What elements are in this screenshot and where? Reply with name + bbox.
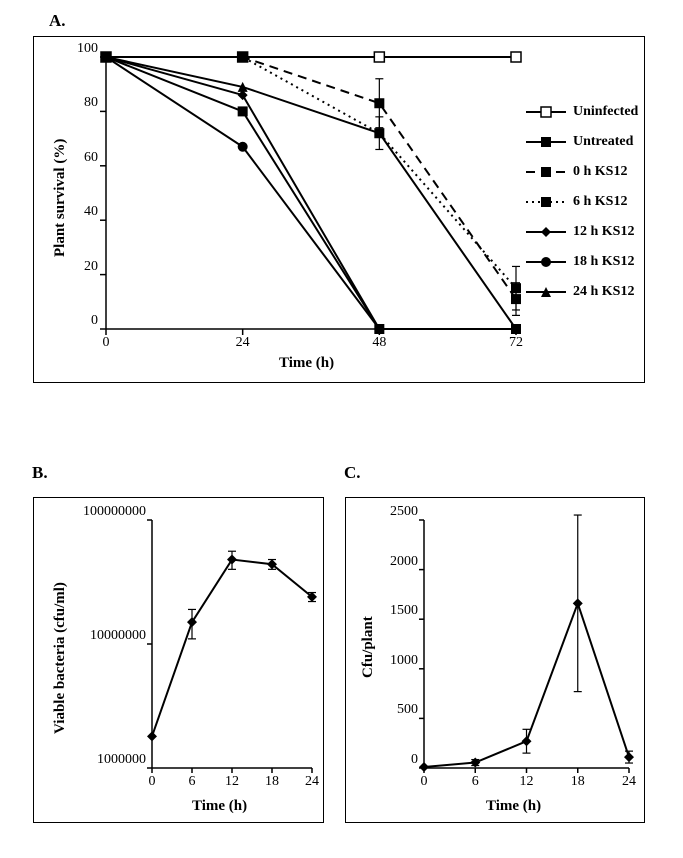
tick-label: 18 (265, 774, 279, 790)
panel-a-legend: Uninfected Untreated 0 h KS12 6 h KS12 12 h … (524, 97, 638, 307)
panel-c-ylabel: Cfu/plant (360, 616, 377, 678)
legend-label: 6 h KS12 (573, 194, 627, 210)
tick-label: 100 (66, 41, 98, 57)
tick-label: 2000 (376, 554, 418, 570)
tick-label: 1500 (376, 603, 418, 619)
tick-label: 60 (66, 150, 98, 166)
tick-label: 12 (520, 774, 534, 790)
tick-label: 1000000 (60, 752, 146, 768)
tick-label: 24 (305, 774, 319, 790)
tick-label: 1000 (376, 653, 418, 669)
legend-item: 0 h KS12 (524, 157, 638, 187)
legend-label: 12 h KS12 (573, 224, 634, 240)
tick-label: 48 (372, 335, 386, 351)
tick-label: 24 (622, 774, 636, 790)
legend-label: 18 h KS12 (573, 254, 634, 270)
tick-label: 24 (236, 335, 250, 351)
tick-label: 10000000 (60, 628, 146, 644)
panel-b-frame: Viable bacteria (cfu/ml) Time (h) 0 6 12 18… (33, 497, 324, 823)
legend-label: 24 h KS12 (573, 284, 634, 300)
tick-label: 2500 (376, 504, 418, 520)
tick-label: 0 (149, 774, 156, 790)
panel-b-label: B. (32, 463, 48, 483)
legend-label: Untreated (573, 134, 633, 150)
tick-label: 80 (66, 95, 98, 111)
legend-item: 24 h KS12 (524, 277, 638, 307)
panel-c-plot (424, 520, 629, 768)
tick-label: 0 (103, 335, 110, 351)
legend-item: 18 h KS12 (524, 247, 638, 277)
legend-label: 0 h KS12 (573, 164, 627, 180)
tick-label: 500 (376, 702, 418, 718)
tick-label: 72 (509, 335, 523, 351)
panel-b-ylabel: Viable bacteria (cfu/ml) (52, 582, 69, 734)
tick-label: 0 (66, 313, 98, 329)
panel-a-frame: Plant survival (%) Time (h) UninfectedUn… (33, 36, 645, 383)
tick-label: 0 (376, 752, 418, 768)
tick-label: 100000000 (60, 504, 146, 520)
tick-label: 0 (421, 774, 428, 790)
panel-b-xlabel: Time (h) (192, 798, 247, 815)
panel-b-plot (152, 520, 312, 768)
legend-item: 12 h KS12 (524, 217, 638, 247)
legend-item: Untreated (524, 127, 638, 157)
panel-c-frame: Cfu/plant Time (h) 0 6 12 18 24 0 500 1000 1500 2… (345, 497, 645, 823)
tick-label: 12 (225, 774, 239, 790)
panel-a-plot (106, 57, 516, 329)
tick-label: 6 (472, 774, 479, 790)
tick-label: 40 (66, 204, 98, 220)
panel-c-label: C. (344, 463, 361, 483)
panel-a-label: A. (49, 11, 66, 31)
tick-label: 6 (189, 774, 196, 790)
legend-item: Uninfected (524, 97, 638, 127)
panel-c-xlabel: Time (h) (486, 798, 541, 815)
tick-label: 20 (66, 259, 98, 275)
tick-label: 18 (571, 774, 585, 790)
legend-item: 6 h KS12 (524, 187, 638, 217)
legend-label: Uninfected (573, 104, 638, 120)
panel-a-xlabel: Time (h) (279, 355, 334, 372)
